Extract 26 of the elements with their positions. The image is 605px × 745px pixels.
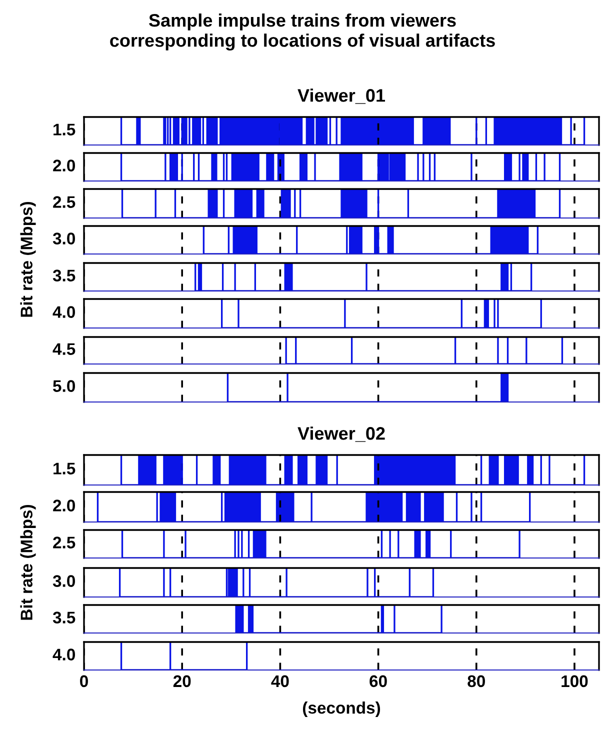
x-tick-label: 20 (173, 675, 191, 688)
x-tick-label: 40 (271, 675, 289, 688)
chart-title: Sample impulse trains from viewers corresponding to locations of visual artifacts (110, 13, 495, 51)
chart-subtitle: Viewer_02 (298, 426, 385, 442)
y-axis-title: 4.0 (52, 648, 75, 660)
text: Bit rate (Mbps) (20, 504, 36, 620)
y-axis-title: 3.5 (52, 270, 76, 282)
text: Bit rate (Mbps) (20, 202, 36, 317)
y-axis-title: 4.5 (52, 343, 76, 355)
chart-subtitle: Viewer_01 (298, 88, 386, 104)
y-axis-title: 2.5 (53, 536, 76, 548)
y-axis-title: 3.5 (52, 612, 76, 624)
x-tick-label: 80 (468, 675, 485, 688)
y-axis-title: 3.0 (52, 575, 75, 587)
x-tick-label: 0 (80, 675, 88, 688)
y-axis-title: 2.0 (53, 160, 75, 172)
y-axis-title: 2.0 (53, 500, 75, 512)
x-axis-title: (seconds) (302, 702, 380, 718)
y-axis-title: 2.5 (53, 196, 76, 208)
y-axis-title: 5.0 (53, 380, 75, 392)
y-axis-title: 1.5 (54, 462, 76, 474)
x-tick-label: 60 (370, 675, 387, 688)
y-axis-title: 4.0 (52, 306, 75, 318)
y-axis-title: 3.0 (52, 232, 75, 244)
x-tick-label: 100 (562, 675, 588, 688)
y-axis-title: 1.5 (54, 124, 76, 136)
